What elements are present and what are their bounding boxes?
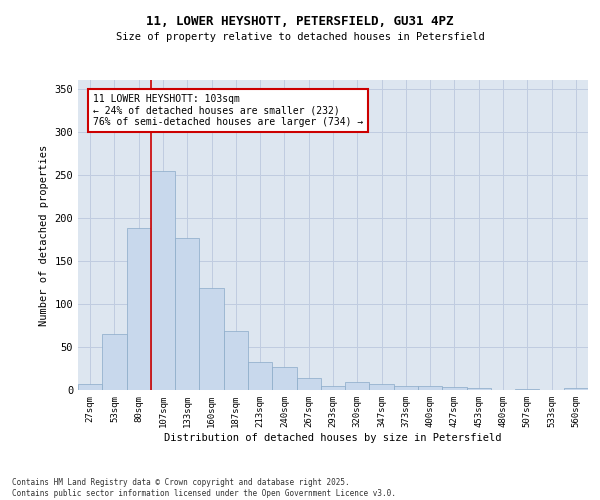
Bar [199, 288, 224, 390]
Bar [394, 386, 418, 390]
Bar [370, 384, 394, 390]
Bar [296, 378, 321, 390]
Text: 11, LOWER HEYSHOTT, PETERSFIELD, GU31 4PZ: 11, LOWER HEYSHOTT, PETERSFIELD, GU31 4P… [146, 15, 454, 28]
Text: 11 LOWER HEYSHOTT: 103sqm
← 24% of detached houses are smaller (232)
76% of semi: 11 LOWER HEYSHOTT: 103sqm ← 24% of detac… [94, 94, 364, 127]
Text: Contains HM Land Registry data © Crown copyright and database right 2025.
Contai: Contains HM Land Registry data © Crown c… [12, 478, 396, 498]
Y-axis label: Number of detached properties: Number of detached properties [39, 144, 49, 326]
Bar [467, 388, 491, 390]
Bar [224, 332, 248, 390]
Bar [564, 388, 588, 390]
Bar [102, 334, 127, 390]
Bar [515, 389, 539, 390]
Bar [175, 238, 199, 390]
Bar [248, 362, 272, 390]
Bar [272, 367, 296, 390]
Bar [442, 388, 467, 390]
X-axis label: Distribution of detached houses by size in Petersfield: Distribution of detached houses by size … [164, 432, 502, 442]
Bar [345, 382, 370, 390]
Bar [321, 386, 345, 390]
Text: Size of property relative to detached houses in Petersfield: Size of property relative to detached ho… [116, 32, 484, 42]
Bar [127, 228, 151, 390]
Bar [418, 386, 442, 390]
Bar [151, 172, 175, 390]
Bar [78, 384, 102, 390]
